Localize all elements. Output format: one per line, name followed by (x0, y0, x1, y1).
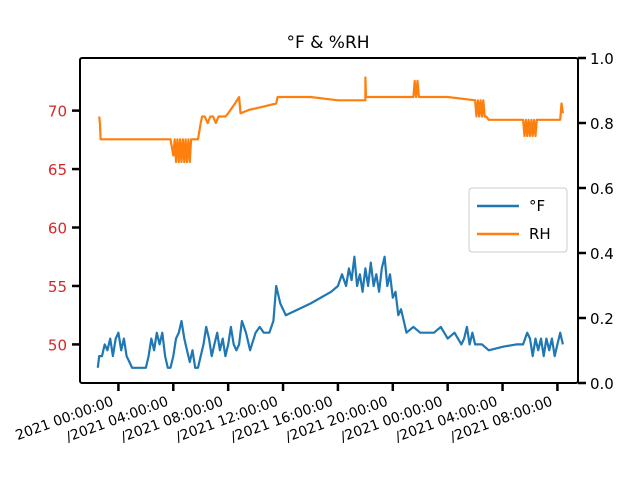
right-tick-label-5: 1.0 (590, 50, 614, 68)
right-tick-label-2: 0.4 (590, 245, 614, 263)
legend-label-1: RH (529, 225, 551, 243)
series-layer (96, 76, 564, 369)
legend-label-0: °F (529, 197, 545, 215)
x-axis: 2021 00:00:00/2021 04:00:00/2021 08:00:0… (14, 383, 559, 446)
plot-frame (79, 57, 579, 384)
right-tick-label-4: 0.8 (590, 115, 614, 133)
series-line-1 (98, 76, 564, 164)
right-y-axis: 0.0 0.2 0.4 0.6 0.8 1.0 (578, 50, 614, 393)
left-y-axis: 50 55 60 65 70 (48, 103, 80, 354)
left-tick-label-3: 65 (48, 161, 67, 179)
series-line-0 (96, 255, 564, 369)
left-tick-label-4: 70 (48, 103, 67, 121)
left-tick-label-1: 55 (48, 278, 67, 296)
legend-box (468, 187, 568, 253)
legend: °F RH (468, 187, 568, 253)
left-tick-label-2: 60 (48, 220, 67, 238)
left-tick-label-0: 50 (48, 336, 67, 354)
right-tick-label-1: 0.2 (590, 310, 614, 328)
chart-title: °F & %RH (286, 33, 369, 53)
right-tick-label-3: 0.6 (590, 180, 614, 198)
right-tick-label-0: 0.0 (590, 375, 614, 393)
plot-border (79, 57, 579, 384)
